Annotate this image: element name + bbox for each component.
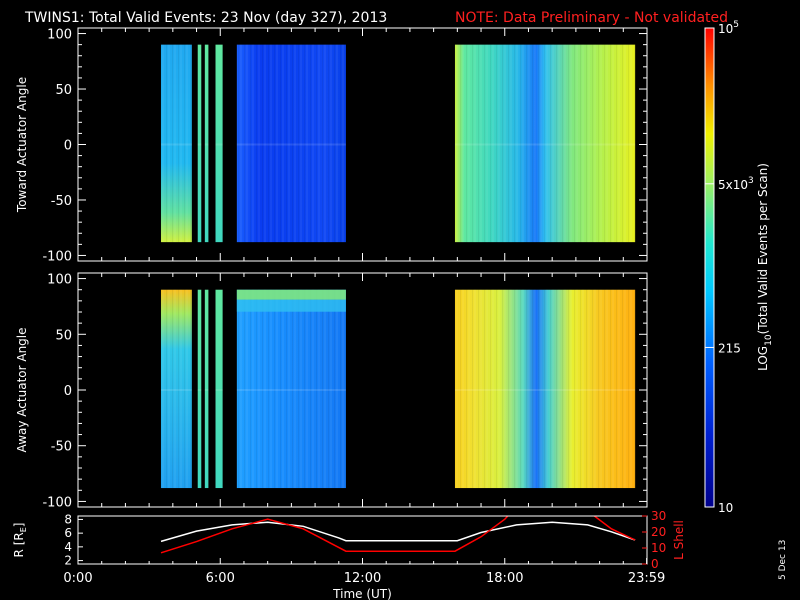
data-block-texture: [236, 44, 346, 243]
x-tick-label: 23:59: [628, 571, 665, 586]
zero-angle-artifact: [197, 389, 202, 391]
left-tick-label: 2: [64, 554, 72, 568]
y-tick-label: 50: [55, 328, 72, 343]
y-tick-label: -50: [51, 440, 72, 455]
x-axis-label: Time (UT): [332, 587, 392, 600]
colorbar-tick-exp: 5: [733, 20, 739, 30]
data-block-away: [197, 289, 202, 489]
colorbar-tick-label: 5x103: [718, 176, 754, 192]
left-tick-label: 4: [64, 540, 72, 554]
zero-angle-artifact: [236, 143, 346, 146]
y-axis-label: Toward Actuator Angle: [15, 77, 29, 213]
zero-angle-artifact: [454, 389, 636, 391]
l-shell-axis-label: L Shell: [672, 520, 686, 560]
y-tick-label: 50: [55, 83, 72, 98]
y-axis-label: Away Actuator Angle: [15, 327, 29, 452]
date-stamp: 5 Dec 13: [778, 540, 788, 580]
right-tick-label: 0: [651, 557, 659, 571]
y-tick-label: -100: [42, 249, 72, 264]
zero-angle-artifact: [204, 143, 209, 146]
r-label-main: R [R: [12, 532, 26, 557]
toward-angle-panel: 100 50 0 -50 -100 Toward Actuator Angle: [15, 27, 648, 264]
data-block-texture: [160, 44, 192, 243]
data-block-toward: [204, 44, 209, 243]
y-tick-label: 100: [47, 273, 72, 288]
r-axis-label: R [RE]: [12, 523, 28, 558]
zero-angle-artifact: [160, 143, 192, 146]
y-tick-label: 0: [64, 139, 72, 154]
colorbar-tick-base: 10: [718, 22, 733, 36]
colorbar-gradient: [704, 27, 715, 508]
data-block-edge: [236, 289, 346, 300]
l-shell-line: [593, 516, 636, 541]
zero-angle-artifact: [454, 143, 636, 146]
right-tick-label: 30: [651, 509, 666, 523]
right-tick-label: 20: [651, 525, 666, 539]
colorbar-tick-label: 105: [718, 20, 739, 36]
x-tick-label: 12:00: [344, 571, 381, 586]
y-tick-label: -100: [42, 495, 72, 510]
zero-angle-artifact: [215, 389, 223, 391]
zero-angle-artifact: [197, 143, 202, 146]
orbit-lines: [160, 516, 636, 554]
data-block-toward: [197, 44, 202, 243]
x-tick-label: 18:00: [486, 571, 523, 586]
preliminary-note: NOTE: Data Preliminary - Not validated: [455, 10, 728, 26]
x-tick-label: 0:00: [63, 571, 92, 586]
left-tick-label: 6: [64, 526, 72, 540]
data-block-edge: [236, 299, 346, 312]
zero-angle-artifact: [215, 143, 223, 146]
zero-angle-artifact: [236, 389, 346, 391]
away-angle-panel: 100 50 0 -50 -100 Away Actuator Angle: [15, 272, 648, 510]
left-tick-label: 8: [64, 512, 72, 526]
colorbar-tick-base: 5x10: [718, 178, 748, 192]
radial-distance-line: [160, 521, 636, 543]
chart-title: TWINS1: Total Valid Events: 23 Nov (day …: [24, 10, 387, 26]
data-block-texture: [454, 44, 636, 243]
colorbar-label: LOG10(Total Valid Events per Scan): [756, 163, 774, 371]
data-block-away: [204, 289, 209, 489]
data-block-texture: [236, 289, 346, 489]
r-label-sub: E: [19, 527, 28, 532]
zero-angle-artifact: [160, 389, 192, 391]
r-label-end: ]: [12, 523, 26, 528]
y-tick-label: 0: [64, 384, 72, 399]
colorbar-tick-exp: 3: [748, 176, 754, 186]
y-tick-label: -50: [51, 194, 72, 209]
colorbar-tick-label: 215: [718, 341, 741, 355]
data-block-texture: [160, 289, 192, 489]
l-shell-line: [160, 516, 509, 554]
x-tick-label: 6:00: [206, 571, 235, 586]
colorbar-tick-label: 10: [718, 501, 733, 515]
y-tick-label: 100: [47, 28, 72, 43]
data-block-away: [215, 289, 223, 489]
right-tick-label: 10: [651, 541, 666, 555]
zero-angle-artifact: [204, 389, 209, 391]
data-block-texture: [454, 289, 636, 489]
data-block-toward: [215, 44, 223, 243]
